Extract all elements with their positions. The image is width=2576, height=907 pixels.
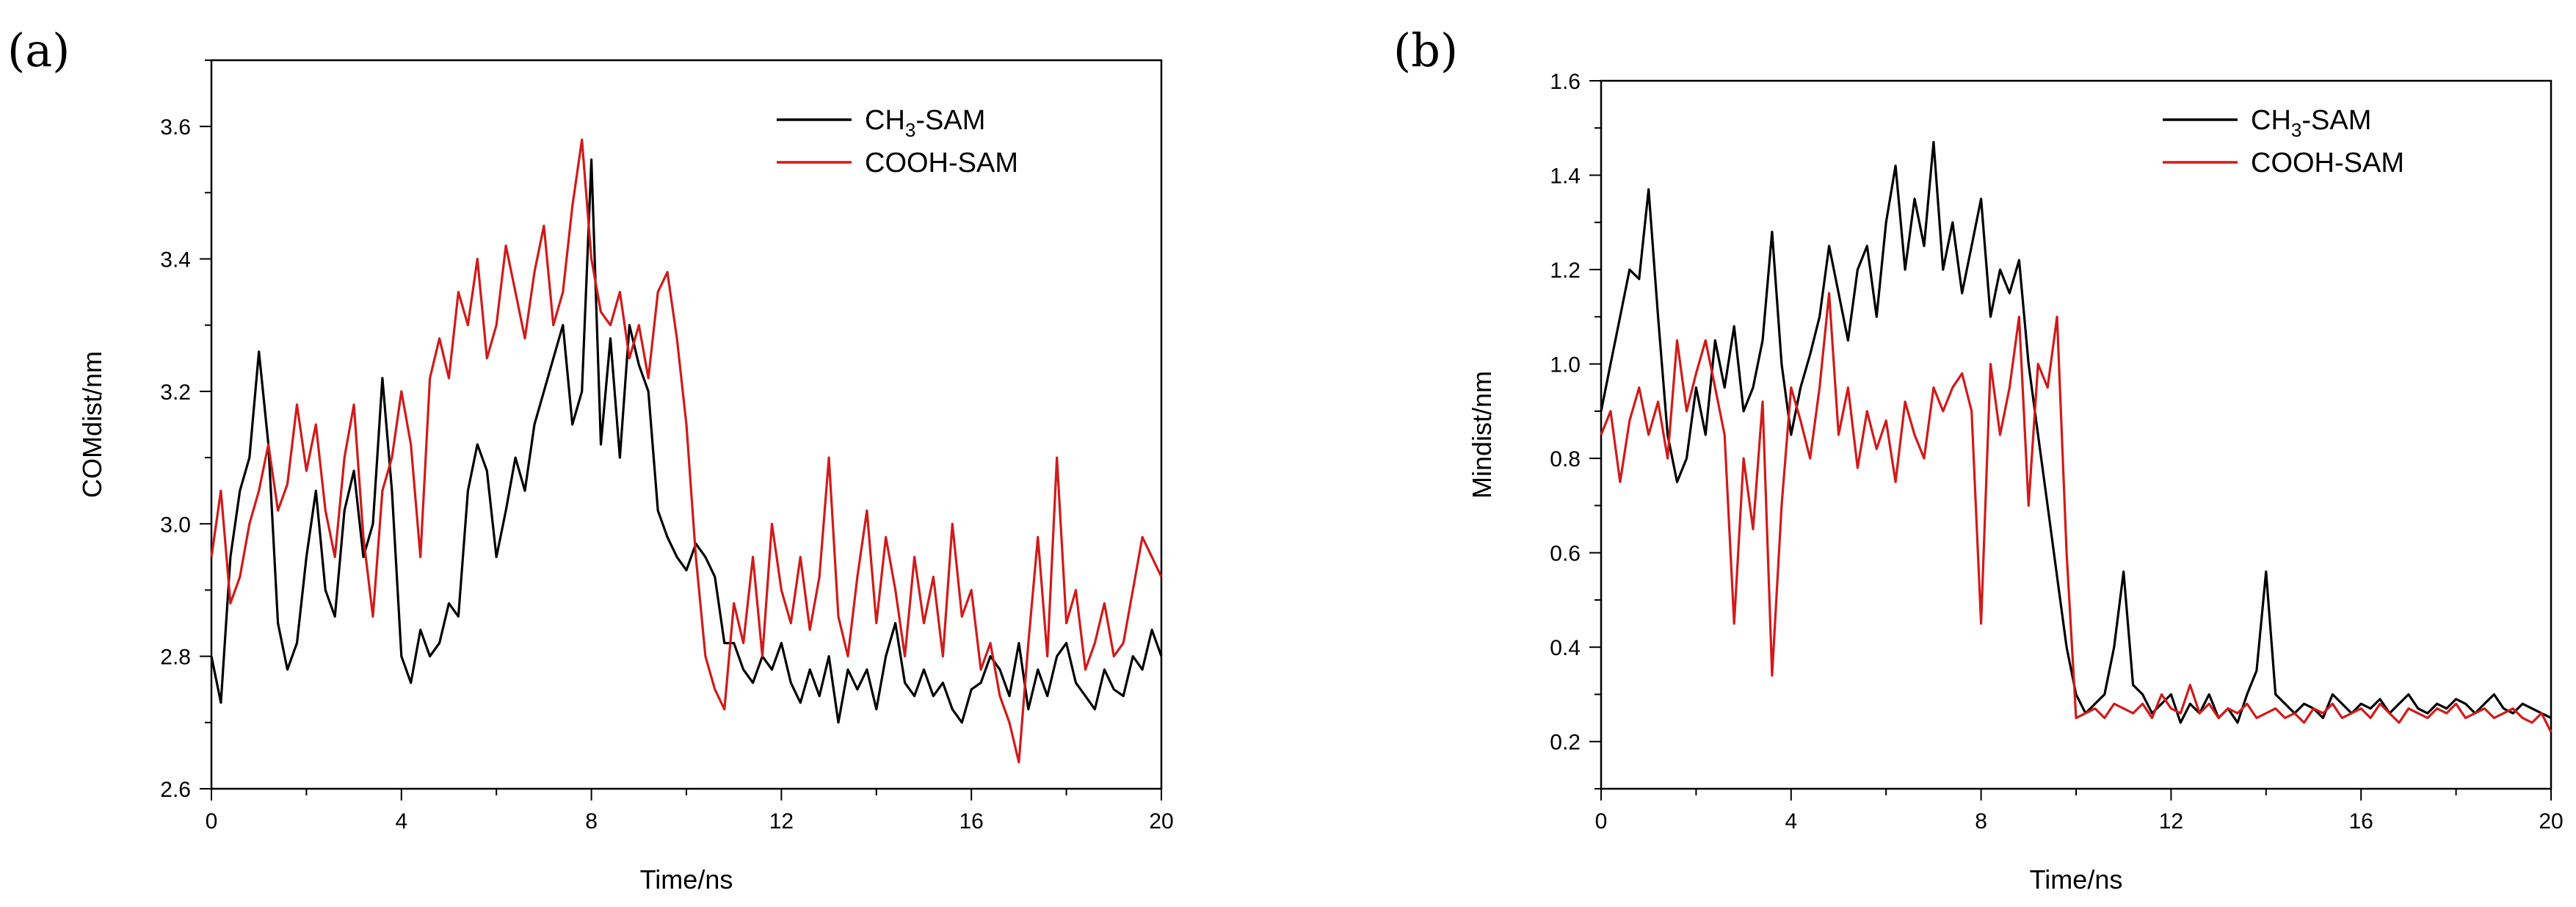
panel-b: (b) 0 4 8 12 16 20 0.2 0.4 0.6 0.8 1.0 1.2 1.4 1.6 Time… [1393, 24, 2564, 895]
x-tick-label: 0 [1595, 809, 1608, 834]
x-axis-title: Time/ns [2030, 864, 2123, 895]
series-line-ch3-sam [1600, 140, 2552, 724]
x-tick-label: 0 [206, 809, 218, 834]
panel-a: (a) 0 4 8 12 16 20 2.6 2.8 3.0 3.2 3.4 3.6 Time/ns COM… [7, 24, 1174, 895]
y-tick-label: 3.0 [160, 513, 191, 537]
legend-label: CH3-SAM [2251, 105, 2371, 141]
plot-frame [1600, 79, 2553, 790]
y-tick-label: 1.2 [1550, 259, 1581, 283]
x-tick-label: 16 [959, 809, 984, 834]
legend-label-rest: -SAM [2301, 105, 2371, 136]
x-tick-label: 4 [395, 809, 407, 834]
x-tick-label: 16 [2349, 809, 2373, 834]
series-line-ch3-sam [210, 158, 1163, 724]
legend-label-main: COOH-SAM [2251, 148, 2404, 178]
legend-label-rest: -SAM [915, 105, 985, 136]
x-axis-title: Time/ns [640, 864, 733, 895]
x-tick-label: 4 [1785, 809, 1797, 834]
legend-label: CH3-SAM [865, 105, 985, 141]
legend-label-main: CH [2251, 105, 2291, 136]
series-line-cooh-sam [210, 138, 1163, 764]
legend-label: COOH-SAM [865, 148, 1018, 178]
x-tick-label: 20 [1149, 809, 1173, 834]
y-tick-label: 3.2 [160, 380, 191, 405]
series-line-cooh-sam [1600, 292, 2553, 733]
y-tick-label: 0.6 [1550, 542, 1581, 566]
y-tick-label: 2.6 [160, 778, 191, 802]
x-tick-label: 12 [769, 809, 794, 834]
x-tick-label: 12 [2159, 809, 2183, 834]
y-tick-label: 0.8 [1550, 447, 1581, 471]
y-tick-label: 3.4 [160, 248, 191, 272]
panel-label: (a) [7, 24, 70, 77]
legend-label-subscript: 3 [905, 119, 915, 141]
y-tick-label: 1.6 [1550, 70, 1581, 94]
legend-label-subscript: 3 [2291, 119, 2301, 141]
legend-label-main: COOH-SAM [865, 148, 1018, 178]
x-tick-label: 20 [2539, 809, 2563, 834]
x-tick-label: 8 [585, 809, 598, 834]
legend-label: COOH-SAM [2251, 148, 2404, 178]
y-tick-label: 0.4 [1550, 636, 1581, 660]
panel-label: (b) [1393, 24, 1458, 77]
y-tick-label: 2.8 [160, 646, 191, 670]
legend-label-main: CH [865, 105, 905, 136]
y-axis-title: Mindist/nm [1467, 371, 1497, 499]
y-tick-label: 3.6 [160, 115, 191, 140]
y-tick-label: 1.0 [1550, 353, 1581, 377]
y-tick-label: 0.2 [1550, 731, 1581, 755]
x-tick-label: 8 [1975, 809, 1987, 834]
y-axis-title: COMdist/nm [77, 351, 107, 498]
y-tick-label: 1.4 [1550, 165, 1581, 189]
